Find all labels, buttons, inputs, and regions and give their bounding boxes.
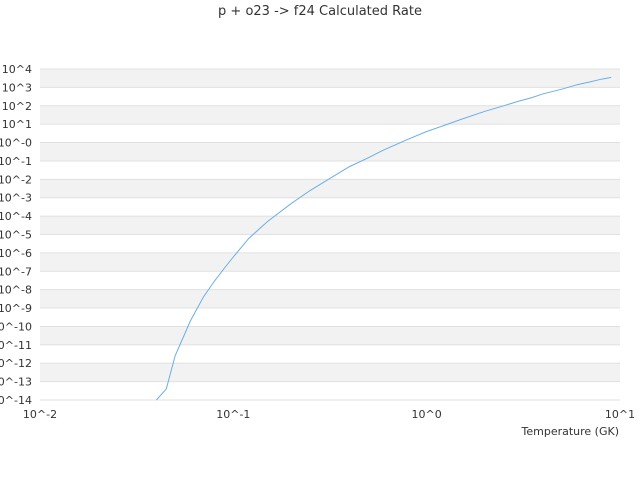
y-tick-label: 10^-5 [0,229,32,242]
x-axis-label: Temperature (GK) [521,425,620,438]
grid-band [40,381,620,400]
x-tick-label: 10^-2 [23,408,57,421]
grid-band [40,344,620,364]
grid-band [40,363,620,382]
series-line [156,76,612,401]
y-tick-label: 10^-10 [0,320,32,333]
y-axis-ticks: 10^-14 10^-13 10^-12 10^-11 10^-10 10^-9 10^-8… [0,63,32,407]
grid-band [40,289,620,309]
grid-band [40,234,620,253]
grid-band [40,271,620,290]
y-tick-label: 10^-8 [0,284,32,297]
grid-band [40,160,620,180]
y-tick-label: 10^-0 [0,137,32,150]
y-tick-label: 10^-12 [0,357,32,370]
grid-band [40,326,620,345]
grid-band [40,252,620,272]
grid-band [40,105,620,125]
y-tick-label: 10^-13 [0,376,32,389]
x-axis-ticks: 10^-2 10^-1 10^0 10^1 [23,408,635,421]
y-tick-label: 10^1 [2,118,32,131]
grid-band [40,197,620,217]
grid-band [40,87,620,106]
x-tick-label: 10^-1 [216,408,250,421]
y-tick-label: 10^-11 [0,339,32,352]
y-tick-label: 10^-3 [0,192,32,205]
y-tick-label: 10^-2 [0,173,32,186]
y-tick-label: 10^2 [2,100,32,113]
x-tick-label: 10^1 [605,408,635,421]
grid-band [40,179,620,198]
grid-band [40,142,620,161]
chart-title: p + o23 -> f24 Calculated Rate [218,4,422,19]
y-tick-label: 10^4 [2,63,32,76]
grid-band [40,124,620,143]
y-tick-label: 10^-9 [0,302,32,315]
y-tick-label: 10^3 [2,81,32,94]
grid-band [40,69,620,88]
y-tick-label: 10^-7 [0,265,32,278]
grid-bands [40,68,620,401]
grid-band [40,216,620,235]
x-tick-label: 10^0 [412,408,442,421]
grid-band [40,308,620,327]
y-tick-label: 10^-4 [0,210,32,223]
y-tick-label: 10^-1 [0,155,32,168]
y-tick-label: 10^-14 [0,394,32,407]
y-tick-label: 10^-6 [0,247,32,260]
